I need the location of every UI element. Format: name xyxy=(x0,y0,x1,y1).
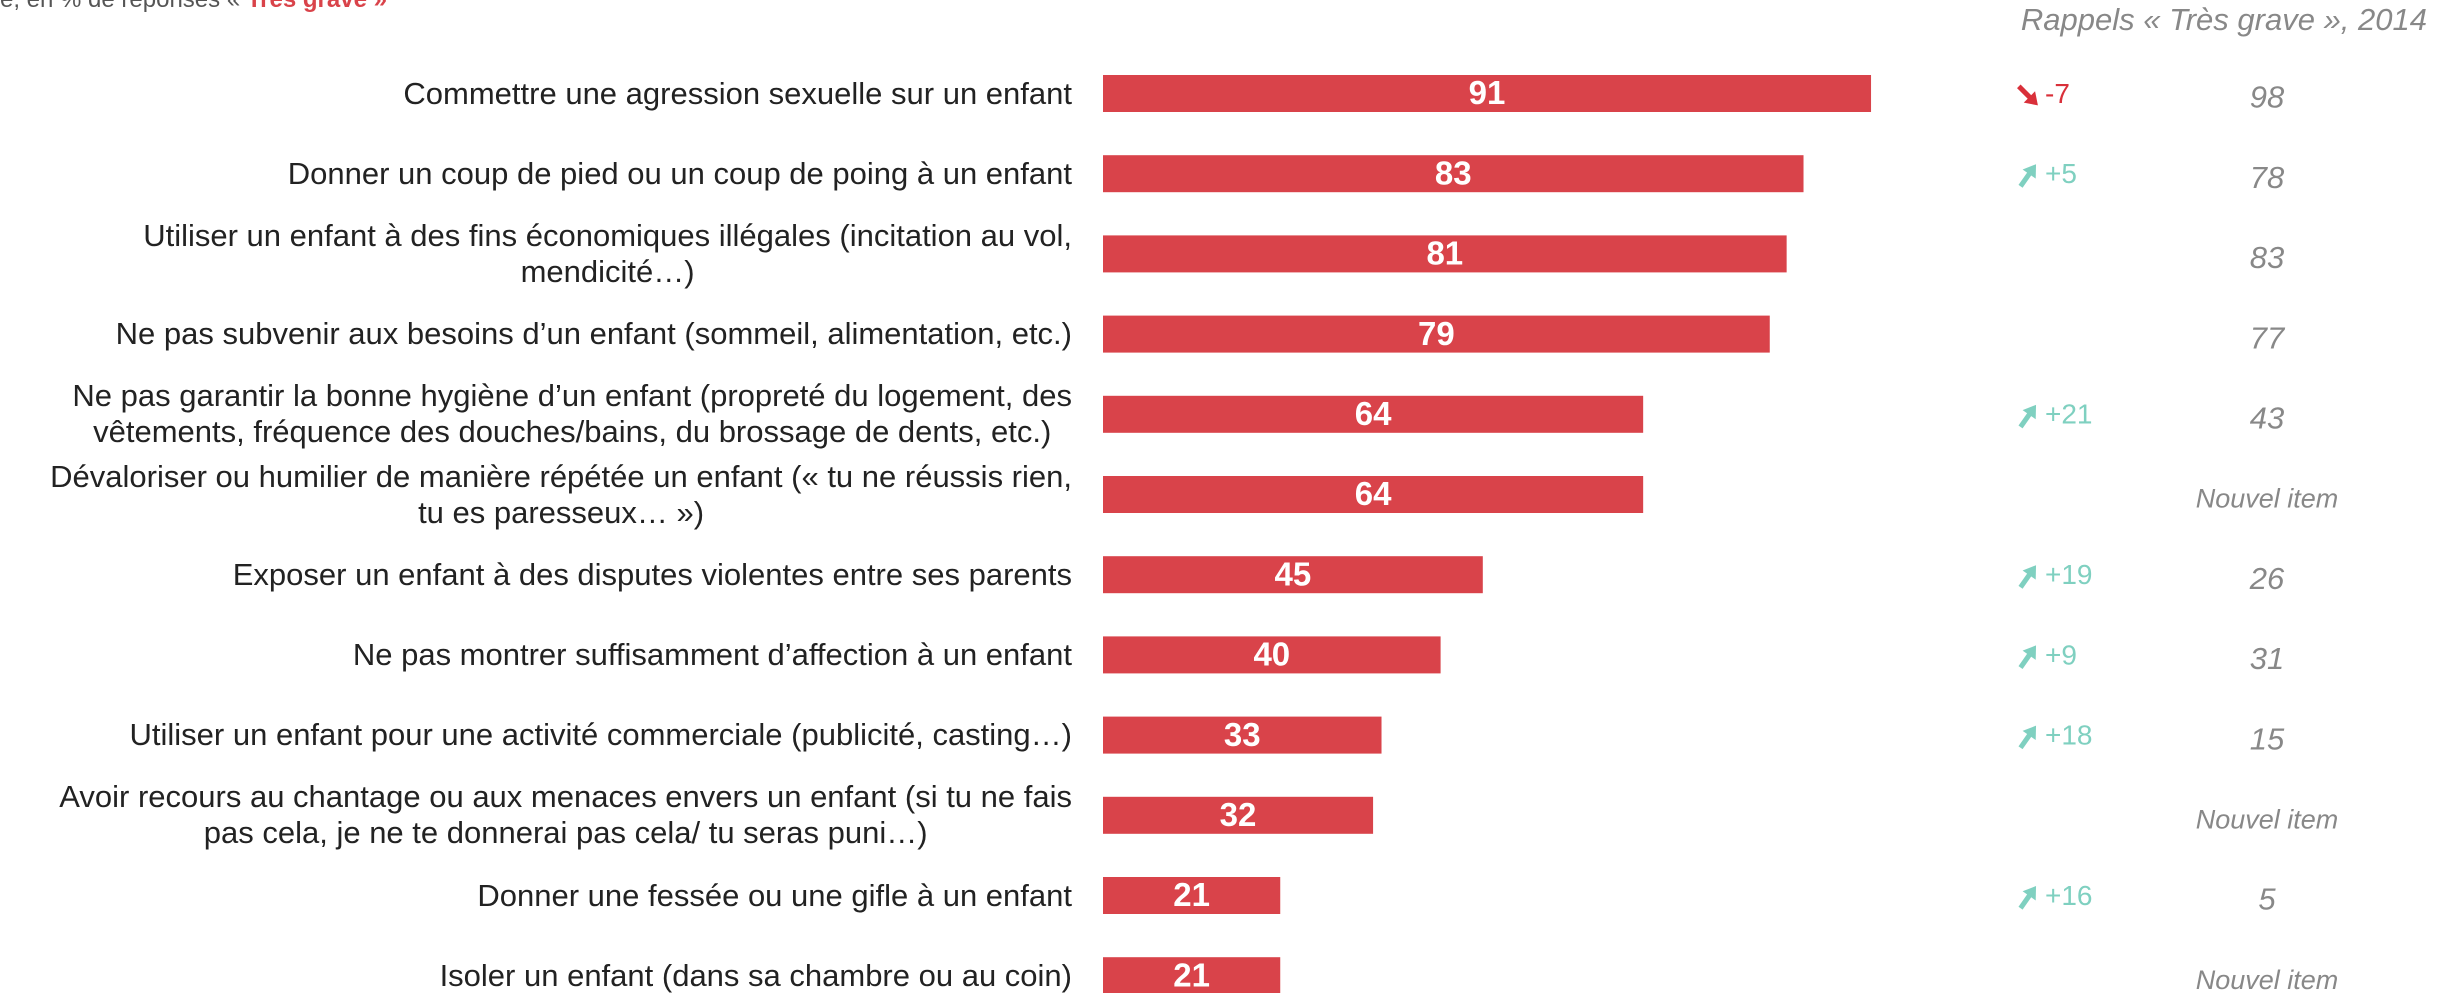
bar-value-label: 64 xyxy=(1355,475,1392,512)
recall-value: Nouvel item xyxy=(2196,804,2339,834)
category-label: Ne pas subvenir aux besoins d’un enfant … xyxy=(115,316,1072,352)
change-arrow xyxy=(2017,84,2038,106)
bar-value-label: 21 xyxy=(1173,956,1210,993)
change-label: +5 xyxy=(2045,158,2077,189)
bar xyxy=(1103,75,1872,112)
recall-value: 77 xyxy=(2250,320,2286,355)
category-label: Donner un coup de pied ou un coup de poi… xyxy=(287,155,1072,191)
subtitle-text: e, en % de réponses « xyxy=(0,0,240,13)
arrow-head xyxy=(2022,725,2037,741)
recall-value: 43 xyxy=(2250,400,2284,435)
bar xyxy=(1103,957,1281,993)
bar-value-label: 32 xyxy=(1220,796,1257,833)
category-label: Avoir recours au chantage ou aux menaces… xyxy=(59,779,1072,851)
subtitle-highlight: Très grave » xyxy=(247,0,387,13)
subtitle: e, en % de réponses « Très grave » xyxy=(0,0,387,14)
change-label: +21 xyxy=(2045,399,2093,430)
recall-value: Nouvel item xyxy=(2196,965,2339,993)
bar-value-label: 40 xyxy=(1253,636,1290,673)
bar xyxy=(1103,395,1644,433)
bar-value-label: 45 xyxy=(1275,555,1312,592)
recall-value: Nouvel item xyxy=(2196,484,2339,514)
recall-value: 5 xyxy=(2258,882,2276,917)
change-arrow xyxy=(2018,565,2037,589)
bar xyxy=(1103,556,1483,594)
change-label: +19 xyxy=(2045,559,2093,590)
arrow-head xyxy=(2022,565,2037,580)
change-arrow xyxy=(2018,645,2037,669)
change-label: +16 xyxy=(2045,880,2093,911)
arrow-head xyxy=(2022,645,2037,660)
change-label: -7 xyxy=(2045,78,2070,109)
change-arrow xyxy=(2018,404,2037,429)
category-label: Isoler un enfant (dans sa chambre ou au … xyxy=(439,957,1072,993)
change-arrow xyxy=(2018,886,2037,910)
bar xyxy=(1103,796,1374,834)
bar-value-label: 81 xyxy=(1426,235,1463,272)
bar xyxy=(1103,636,1441,674)
category-label: Commettre une agression sexuelle sur un … xyxy=(403,75,1072,111)
bar xyxy=(1103,877,1281,914)
bar-value-label: 21 xyxy=(1173,876,1210,913)
category-label: Donner une fessée ou une gifle à un enfa… xyxy=(477,877,1072,913)
bar-value-label: 83 xyxy=(1435,154,1472,191)
arrow-head xyxy=(2022,404,2037,420)
change-arrow xyxy=(2018,164,2037,188)
change-label: +18 xyxy=(2045,719,2093,750)
arrow-head xyxy=(2022,886,2037,901)
bar xyxy=(1103,315,1770,353)
recall-value: 78 xyxy=(2250,160,2285,195)
category-label: Exposer un enfant à des disputes violent… xyxy=(232,556,1072,592)
change-arrow xyxy=(2018,725,2037,750)
arrow-head xyxy=(2023,91,2038,106)
change-label: +9 xyxy=(2045,639,2077,670)
recall-value: 26 xyxy=(2249,561,2285,596)
bar-value-label: 64 xyxy=(1355,395,1392,432)
category-label: Utiliser un enfant pour une activité com… xyxy=(129,717,1072,753)
bar xyxy=(1103,716,1382,754)
arrow-head xyxy=(2022,164,2037,179)
bar xyxy=(1103,235,1787,273)
bar-value-label: 33 xyxy=(1224,716,1261,753)
category-label: Utiliser un enfant à des fins économique… xyxy=(143,217,1072,289)
bar-value-label: 79 xyxy=(1418,315,1455,352)
recall-value: 98 xyxy=(2250,80,2285,115)
bar xyxy=(1103,155,1804,193)
category-label: Ne pas garantir la bonne hygiène d’un en… xyxy=(72,378,1072,450)
recall-title: Rappels « Très grave », 2014 xyxy=(2021,2,2427,37)
recall-value: 31 xyxy=(2250,641,2284,676)
category-label: Ne pas montrer suffisamment d’affection … xyxy=(352,636,1072,672)
bar-value-label: 91 xyxy=(1469,74,1506,111)
recall-value: 15 xyxy=(2250,721,2285,756)
bar xyxy=(1103,476,1644,513)
category-label: Dévaloriser ou humilier de manière répét… xyxy=(50,458,1072,530)
recall-value: 83 xyxy=(2250,240,2284,275)
